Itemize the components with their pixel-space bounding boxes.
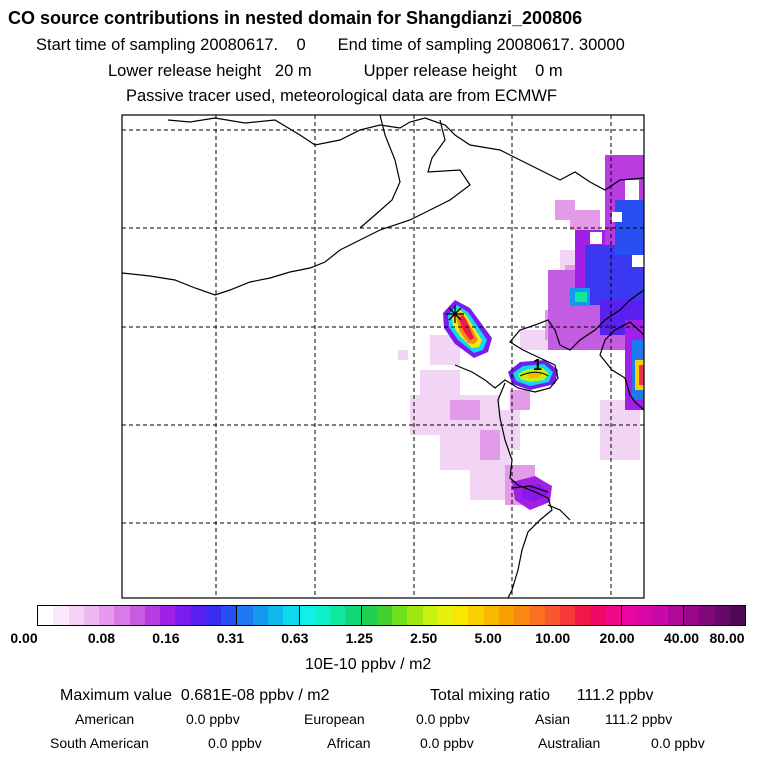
colorbar-segment (699, 606, 715, 625)
contour-label: 1 (533, 357, 542, 374)
region-name-asian: Asian (535, 711, 571, 727)
region-name-american: American (75, 711, 135, 727)
colorbar-segment (38, 606, 54, 625)
colorbar-segment (483, 606, 499, 625)
maximum-value-label: Maximum value 0.681E-08 ppbv / m2 (60, 687, 330, 704)
sampling-time-line: Start time of sampling 20080617. 0 End ti… (36, 37, 625, 54)
contour-line (519, 371, 549, 377)
region-value-american: 0.0 ppbv (186, 711, 240, 727)
colorbar-segment (544, 606, 561, 625)
receptor-marker-icon (446, 305, 464, 323)
colorbar-segment (422, 606, 438, 625)
colorbar-segment (605, 606, 623, 625)
region-value-australian: 0.0 ppbv (651, 735, 705, 751)
colorbar-tick-label: 40.00 (664, 630, 700, 646)
total-mixing-ratio-label: Total mixing ratio 111.2 ppbv (430, 687, 654, 704)
colorbar-tick-label: 20.00 (599, 630, 635, 646)
region-name-south-american: South American (50, 735, 149, 751)
colorbar-segment (575, 606, 591, 625)
region-name-african: African (327, 735, 371, 751)
colorbar-segment (221, 606, 238, 625)
colorbar-tick-label: 0.31 (216, 630, 244, 646)
colorbar-segment (437, 606, 454, 625)
colorbar-segment (560, 606, 576, 625)
colorbar-tick-label: 0.00 (10, 630, 38, 646)
colorbar-segment (205, 606, 222, 625)
colorbar-tick-label: 0.08 (87, 630, 116, 646)
region-value-african: 0.0 ppbv (420, 735, 474, 751)
colorbar-segment (190, 606, 206, 625)
colorbar-segment (498, 606, 515, 625)
lat-lon-grid (122, 115, 644, 598)
colorbar-segment (468, 606, 484, 625)
start-time-label: Start time of sampling 20080617. 0 (36, 36, 306, 54)
colorbar-segment (83, 606, 100, 625)
colorbar-segment (637, 606, 653, 625)
colorbar-segment (376, 606, 393, 625)
colorbar-tick-label: 5.00 (474, 630, 502, 646)
colorbar-tick-label: 1.25 (345, 630, 373, 646)
colorbar-segment (252, 606, 268, 625)
colorbar-segment (114, 606, 130, 625)
colorbar-segment (299, 606, 315, 625)
colorbar-tick-label: 0.16 (152, 630, 180, 646)
colorbar-segment (345, 606, 362, 625)
colorbar-segment (267, 606, 284, 625)
colorbar-segment (361, 606, 377, 625)
colorbar-unit: 10E-10 ppbv / m2 (305, 656, 432, 673)
plume-south-hotspot (512, 476, 552, 510)
colorbar-segment (590, 606, 606, 625)
colorbar-segment (407, 606, 423, 625)
colorbar-tick-label: 0.63 (281, 630, 309, 646)
colorbar-segment (68, 606, 84, 625)
colorbar-segment (729, 606, 746, 625)
coastlines (122, 115, 644, 598)
colorbar-segment (514, 606, 530, 625)
colorbar-segment (529, 606, 545, 625)
colorbar-segment (684, 606, 700, 625)
lower-release-label: Lower release height 20 m (108, 62, 312, 80)
tracer-note: Passive tracer used, meteorological data… (126, 87, 557, 105)
colorbar-tick-label: 10.00 (535, 630, 571, 646)
colorbar-segment (667, 606, 685, 625)
upper-release-label: Upper release height 0 m (363, 62, 563, 80)
colorbar-segment (283, 606, 300, 625)
release-height-line: Lower release height 20 m Upper release h… (108, 63, 563, 80)
colorbar-segment (314, 606, 331, 625)
colorbar-segment (392, 606, 408, 625)
region-name-european: European (304, 711, 365, 727)
region-value-european: 0.0 ppbv (416, 711, 470, 727)
colorbar-tick-label: 2.50 (410, 630, 438, 646)
plume-coastal-hotspot (508, 360, 558, 390)
colorbar-segment (453, 606, 469, 625)
map-frame (121, 114, 645, 599)
region-name-australian: Australian (538, 735, 601, 751)
plume-northeast (548, 155, 644, 410)
colorbar-segment (160, 606, 176, 625)
colorbar-segment (53, 606, 69, 625)
colorbar-segment (652, 606, 668, 625)
colorbar-segment (99, 606, 115, 625)
region-value-south-american: 0.0 ppbv (208, 735, 262, 751)
colorbar-segment (237, 606, 253, 625)
colorbar-segment (144, 606, 161, 625)
colorbar-segment (175, 606, 191, 625)
colorbar-segment (714, 606, 730, 625)
colorbar (37, 605, 746, 626)
end-time-label: End time of sampling 20080617. 30000 (337, 36, 625, 54)
colorbar-segment (330, 606, 346, 625)
colorbar-segment (129, 606, 145, 625)
page-title: CO source contributions in nested domain… (8, 8, 583, 28)
region-value-asian: 111.2 ppbv (605, 711, 673, 727)
colorbar-segment (622, 606, 638, 625)
colorbar-tick-label: 80.00 (709, 630, 745, 646)
